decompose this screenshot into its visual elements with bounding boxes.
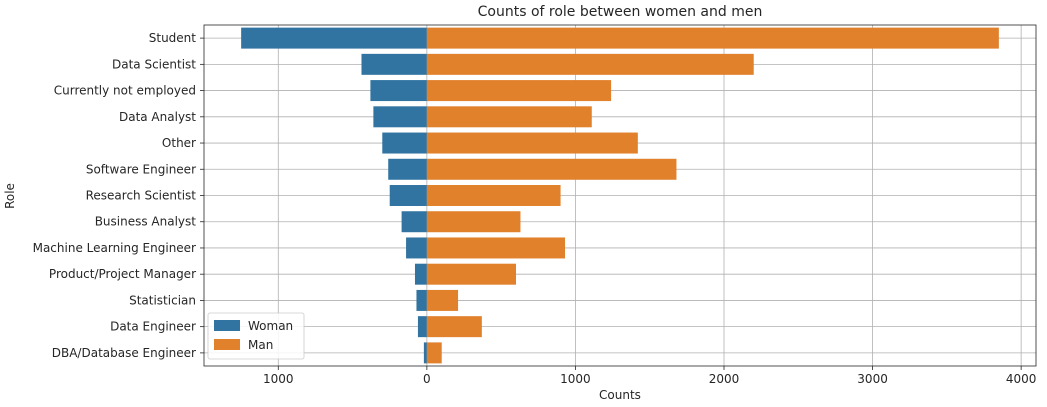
- legend-label-woman: Woman: [248, 319, 293, 333]
- bar-woman-dba-database-engineer: [423, 342, 427, 364]
- bars: [241, 27, 999, 364]
- legend-swatch-woman: [214, 320, 240, 331]
- bar-woman-statistician: [416, 289, 427, 311]
- x-tick-label: 0: [423, 372, 431, 386]
- bar-woman-machine-learning-engineer: [406, 237, 427, 259]
- y-tick-label: Data Engineer: [110, 320, 196, 334]
- bar-man-software-engineer: [426, 158, 677, 180]
- bar-man-data-analyst: [426, 106, 592, 128]
- bar-man-business-analyst: [426, 211, 521, 233]
- legend-swatch-man: [214, 339, 240, 350]
- bar-man-currently-not-employed: [426, 80, 612, 102]
- x-tick-label: 2000: [709, 372, 740, 386]
- y-tick-label: Software Engineer: [86, 162, 196, 176]
- y-tick-label: DBA/Database Engineer: [52, 346, 196, 360]
- bar-woman-other: [382, 132, 427, 154]
- x-tick-label: 3000: [857, 372, 888, 386]
- bar-woman-software-engineer: [388, 158, 427, 180]
- x-axis-label: Counts: [599, 388, 641, 402]
- bar-woman-product-project-manager: [414, 263, 427, 285]
- bar-man-data-engineer: [426, 316, 482, 338]
- bar-man-statistician: [426, 289, 459, 311]
- y-tick-label: Data Scientist: [112, 57, 196, 71]
- y-tick-label: Machine Learning Engineer: [33, 241, 196, 255]
- y-tick-label: Data Analyst: [119, 110, 196, 124]
- x-tick-label: 4000: [1006, 372, 1037, 386]
- bar-man-research-scientist: [426, 185, 561, 206]
- bar-woman-currently-not-employed: [370, 80, 427, 102]
- y-tick-label: Business Analyst: [95, 215, 197, 229]
- bar-man-product-project-manager: [426, 263, 516, 285]
- bar-woman-student: [241, 27, 427, 49]
- y-tick-label: Product/Project Manager: [49, 267, 196, 281]
- bar-man-other: [426, 132, 638, 154]
- y-tick-label: Other: [162, 136, 196, 150]
- grid: [204, 25, 1036, 366]
- bar-woman-research-scientist: [389, 185, 427, 206]
- y-axis-ticks: Student Data Scientist Currently not emplo…: [33, 31, 204, 360]
- bar-woman-data-analyst: [373, 106, 427, 128]
- x-axis-ticks: 1000 0 1000 2000 3000 4000: [263, 366, 1036, 386]
- x-tick-label: 1000: [263, 372, 294, 386]
- legend-label-man: Man: [248, 338, 273, 352]
- bar-woman-data-engineer: [417, 316, 427, 338]
- y-tick-label: Student: [149, 31, 197, 45]
- bar-man-data-scientist: [426, 53, 754, 75]
- y-axis-label: Role: [3, 183, 17, 209]
- y-tick-label: Research Scientist: [86, 189, 197, 203]
- bar-man-machine-learning-engineer: [426, 237, 566, 259]
- bar-woman-business-analyst: [401, 211, 427, 233]
- x-tick-label: 1000: [560, 372, 591, 386]
- bar-man-student: [426, 27, 999, 49]
- legend: Woman Man: [207, 312, 305, 360]
- chart-title: Counts of role between women and men: [478, 4, 763, 20]
- bar-woman-data-scientist: [361, 53, 427, 75]
- y-tick-label: Currently not employed: [54, 84, 196, 98]
- y-tick-label: Statistician: [129, 293, 196, 307]
- bar-man-dba-database-engineer: [426, 342, 442, 364]
